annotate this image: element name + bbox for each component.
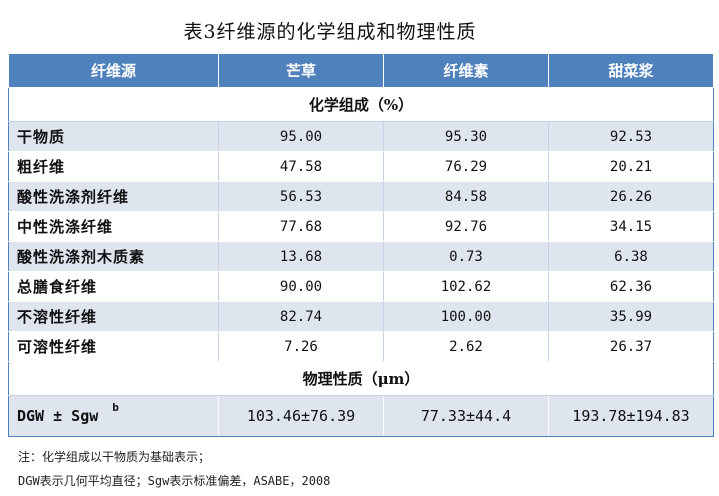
cell-value: 92.53	[548, 121, 714, 152]
cell-value: 193.78±194.83	[548, 395, 714, 437]
table-row-dgw: DGW ± Sgw b 103.46±76.39 77.33±44.4 193.7…	[8, 395, 714, 437]
cell-value: 7.26	[218, 331, 384, 362]
row-label: 酸性洗涤剂木质素	[8, 241, 219, 272]
cell-value: 20.21	[548, 151, 714, 182]
note-line-2: DGW表示几何平均直径；Sgw表示标准偏差，ASABE，2008	[18, 474, 331, 488]
cell-value: 56.53	[218, 181, 384, 212]
header-cellulose: 纤维素	[383, 53, 549, 88]
row-label: 不溶性纤维	[8, 301, 219, 332]
table-row: 干物质 95.00 95.30 92.53	[8, 121, 714, 152]
cell-value: 35.99	[548, 301, 714, 332]
cell-value: 103.46±76.39	[218, 395, 384, 437]
header-fiber-source: 纤维源	[8, 53, 219, 88]
table-title: 表3纤维源的化学组成和物理性质	[183, 21, 477, 43]
cell-value: 102.62	[383, 271, 549, 302]
cell-value: 100.00	[383, 301, 549, 332]
cell-value: 13.68	[218, 241, 384, 272]
table-row: 酸性洗涤剂纤维 56.53 84.58 26.26	[8, 181, 714, 212]
note-line-1: 注：化学组成以干物质为基础表示；	[18, 450, 211, 464]
table-row: 总膳食纤维 90.00 102.62 62.36	[8, 271, 714, 302]
table-notes: 注：化学组成以干物质为基础表示； DGW表示几何平均直径；Sgw表示标准偏差，A…	[18, 445, 330, 493]
row-label: 粗纤维	[8, 151, 219, 182]
cell-value: 95.00	[218, 121, 384, 152]
section-title-chemical: 化学组成（%）	[8, 87, 714, 122]
cell-value: 2.62	[383, 331, 549, 362]
row-label: 可溶性纤维	[8, 331, 219, 362]
fiber-composition-table: 纤维源 芒草 纤维素 甜菜浆 化学组成（%） 干物质 95.00 95.30 9…	[8, 53, 714, 437]
cell-value: 34.15	[548, 211, 714, 242]
cell-value: 62.36	[548, 271, 714, 302]
cell-value: 77.33±44.4	[383, 395, 549, 437]
row-label: 总膳食纤维	[8, 271, 219, 302]
table-header-row: 纤维源 芒草 纤维素 甜菜浆	[8, 53, 714, 88]
cell-value: 76.29	[383, 151, 549, 182]
row-label: 酸性洗涤剂纤维	[8, 181, 219, 212]
table-row: 酸性洗涤剂木质素 13.68 0.73 6.38	[8, 241, 714, 272]
table-row: 中性洗涤纤维 77.68 92.76 34.15	[8, 211, 714, 242]
row-label: 中性洗涤纤维	[8, 211, 219, 242]
cell-value: 0.73	[383, 241, 549, 272]
table-row: 粗纤维 47.58 76.29 20.21	[8, 151, 714, 182]
table-row: 不溶性纤维 82.74 100.00 35.99	[8, 301, 714, 332]
dgw-superscript: b	[112, 401, 119, 414]
cell-value: 47.58	[218, 151, 384, 182]
cell-value: 82.74	[218, 301, 384, 332]
dgw-label: DGW ± Sgw	[17, 407, 99, 425]
cell-value: 90.00	[218, 271, 384, 302]
section-title-physical: 物理性质（μm）	[8, 361, 714, 396]
cell-value: 26.37	[548, 331, 714, 362]
cell-value: 95.30	[383, 121, 549, 152]
cell-value: 77.68	[218, 211, 384, 242]
cell-value: 84.58	[383, 181, 549, 212]
header-beet-pulp: 甜菜浆	[548, 53, 714, 88]
cell-value: 92.76	[383, 211, 549, 242]
header-miscanthus: 芒草	[218, 53, 384, 88]
table-row: 可溶性纤维 7.26 2.62 26.37	[8, 331, 714, 362]
cell-value: 26.26	[548, 181, 714, 212]
row-label: 干物质	[8, 121, 219, 152]
section-row-chemical: 化学组成（%）	[8, 87, 714, 122]
row-label-dgw: DGW ± Sgw b	[8, 395, 219, 437]
cell-value: 6.38	[548, 241, 714, 272]
section-row-physical: 物理性质（μm）	[8, 361, 714, 396]
